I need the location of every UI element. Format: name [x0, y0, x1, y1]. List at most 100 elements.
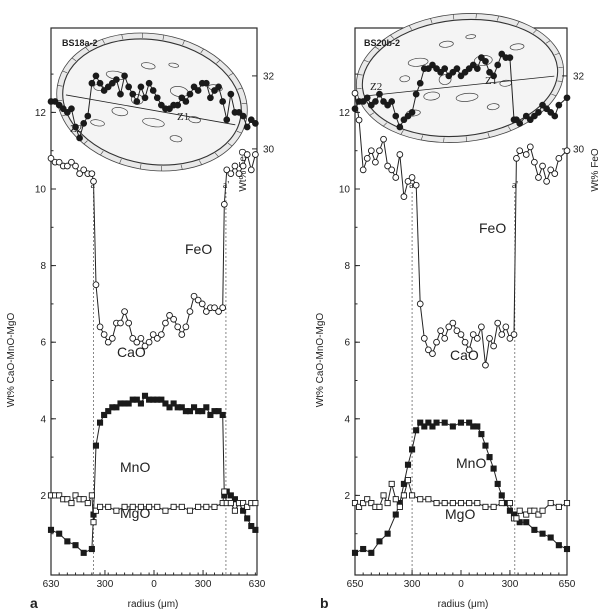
data-point [216, 84, 222, 90]
data-point [430, 351, 436, 357]
series-label-mgo: MgO [120, 505, 150, 521]
data-point [89, 171, 95, 177]
y-right-tick-label: 30 [573, 144, 585, 155]
x-tick-label: 630 [249, 579, 266, 590]
data-point [418, 497, 423, 502]
data-point [564, 148, 570, 154]
data-point [204, 405, 209, 410]
data-point [212, 504, 217, 509]
data-point [85, 113, 91, 119]
data-point [413, 182, 419, 188]
data-point [222, 489, 227, 494]
data-point [175, 324, 181, 330]
data-point [381, 493, 386, 498]
data-point [540, 508, 545, 513]
data-point [65, 539, 70, 544]
x-tick-label: 630 [43, 579, 60, 590]
data-point [85, 500, 90, 505]
y-left-tick-label: 2 [344, 491, 350, 502]
data-point [150, 88, 156, 94]
data-point [523, 152, 529, 158]
data-point [474, 66, 480, 72]
profile-point-label: a' [512, 180, 518, 191]
data-point [491, 73, 497, 79]
data-point [154, 95, 160, 101]
data-point [228, 91, 234, 97]
data-point [564, 95, 570, 101]
data-point [48, 527, 53, 532]
series-label-cao: CaO [450, 347, 479, 363]
x-tick-label: 300 [404, 579, 421, 590]
data-point [540, 163, 546, 169]
data-point [368, 148, 374, 154]
data-point [475, 500, 480, 505]
data-point [73, 543, 78, 548]
data-point [106, 504, 111, 509]
data-point [552, 113, 558, 119]
data-point [179, 332, 185, 338]
data-point [556, 543, 561, 548]
x-tick-label: 300 [195, 579, 212, 590]
series-label-mno: MnO [456, 455, 486, 471]
data-point [442, 500, 447, 505]
data-point [507, 500, 512, 505]
data-point [91, 178, 97, 184]
data-point [101, 332, 107, 338]
series-label-feo: FeO [479, 220, 506, 236]
data-point [458, 420, 463, 425]
series-line-mno [51, 396, 255, 553]
data-point [385, 500, 390, 505]
data-point [491, 466, 496, 471]
data-point [527, 144, 533, 150]
data-point [474, 335, 480, 341]
data-point [421, 335, 427, 341]
data-point [564, 546, 569, 551]
data-point [462, 339, 468, 345]
data-point [240, 113, 246, 119]
data-point [536, 110, 542, 116]
panel-label: b [320, 595, 329, 611]
data-point [138, 335, 144, 341]
y-left-axis-label: Wt% CaO-MnO-MgO [6, 313, 17, 408]
y-right-tick-label: 30 [263, 144, 275, 155]
series-mno [352, 420, 569, 555]
data-point [405, 462, 410, 467]
data-point [364, 155, 370, 161]
data-point [413, 91, 419, 97]
x-axis-label: radius (μm) [438, 599, 489, 610]
chart-panel-a: BS18a-2Z1Z2aa'6303000300630246810123032W… [6, 18, 275, 611]
x-tick-label: 0 [458, 579, 464, 590]
data-point [77, 135, 83, 141]
data-point [393, 113, 399, 119]
data-point [377, 91, 383, 97]
data-point [397, 124, 403, 130]
series-label-mgo: MgO [445, 506, 475, 522]
data-point [548, 500, 553, 505]
data-point [377, 504, 382, 509]
y-left-tick-label: 8 [344, 261, 350, 272]
data-point [224, 117, 230, 123]
data-point [517, 508, 522, 513]
data-point [126, 320, 132, 326]
data-point [91, 520, 96, 525]
data-point [352, 90, 358, 96]
data-point [536, 175, 542, 181]
data-point [414, 428, 419, 433]
data-point [495, 62, 501, 68]
data-point [487, 335, 493, 341]
data-point [81, 120, 87, 126]
data-point [142, 95, 148, 101]
data-point [475, 424, 480, 429]
data-point [240, 163, 246, 169]
data-point [556, 504, 561, 509]
data-point [491, 504, 496, 509]
data-point [248, 167, 254, 173]
data-point [499, 332, 505, 338]
data-point [442, 420, 447, 425]
data-point [220, 305, 226, 311]
data-point [409, 110, 415, 116]
y-left-tick-label: 10 [35, 185, 47, 196]
data-point [118, 91, 124, 97]
data-point [364, 95, 370, 101]
data-point [531, 159, 537, 165]
